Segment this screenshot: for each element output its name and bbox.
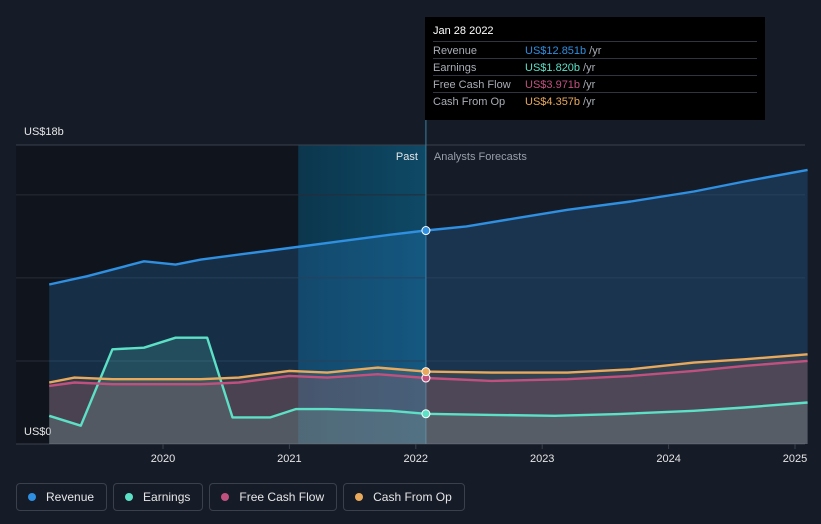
tooltip-unit: /yr [583, 62, 596, 74]
tooltip-panel: Jan 28 2022 Revenue US$12.851b/yr Earnin… [425, 17, 765, 120]
x-tick-label: 2024 [656, 453, 680, 465]
tooltip-value: US$12.851b [525, 45, 587, 57]
series-line [49, 359, 808, 388]
series-point [421, 367, 431, 377]
tooltip-value: US$1.820b [525, 62, 581, 74]
tooltip-unit: /yr [589, 45, 602, 57]
tooltip-unit: /yr [583, 79, 596, 91]
past-label: Past [396, 151, 418, 163]
y-axis-top-label: US$18b [24, 126, 64, 138]
x-tick-label: 2023 [530, 453, 554, 465]
legend-label: Earnings [143, 490, 191, 504]
x-tick-label: 2020 [151, 453, 175, 465]
x-tick-label: 2025 [783, 453, 807, 465]
legend-label: Cash From Op [373, 490, 452, 504]
chart-legend: Revenue Earnings Free Cash Flow Cash Fro… [16, 483, 465, 511]
legend-dot-icon [28, 493, 36, 501]
legend-item-revenue[interactable]: Revenue [16, 483, 108, 511]
x-tick-label: 2022 [404, 453, 428, 465]
legend-item-cash-from-op[interactable]: Cash From Op [343, 483, 465, 511]
tooltip-label: Free Cash Flow [433, 79, 511, 91]
tooltip-row-cash-from-op: Cash From Op US$4.357b/yr [433, 92, 757, 110]
tooltip-label: Revenue [433, 45, 478, 57]
tooltip-label: Earnings [433, 62, 477, 74]
series-area [49, 360, 808, 444]
tooltip-row-free-cash-flow: Free Cash Flow US$3.971b/yr [433, 75, 757, 93]
x-tick-label: 2021 [277, 453, 301, 465]
tooltip-value: US$4.357b [525, 96, 581, 108]
tooltip-value: US$3.971b [525, 79, 581, 91]
tooltip-row-earnings: Earnings US$1.820b/yr [433, 58, 757, 76]
legend-dot-icon [221, 493, 230, 501]
legend-dot-icon [355, 493, 364, 501]
tooltip-date: Jan 28 2022 [433, 25, 494, 37]
y-axis-bottom-label: US$0 [24, 426, 52, 438]
series-line [48, 168, 808, 286]
series-line [48, 353, 808, 384]
series-line [48, 336, 808, 427]
forecast-label: Analysts Forecasts [434, 151, 527, 163]
tooltip-label: Cash From Op [433, 96, 506, 108]
legend-dot-icon [125, 493, 134, 501]
tooltip-unit: /yr [583, 96, 596, 108]
legend-item-earnings[interactable]: Earnings [113, 483, 204, 511]
legend-label: Revenue [46, 490, 95, 504]
series-point [421, 409, 431, 419]
legend-label: Free Cash Flow [239, 490, 325, 504]
tooltip-row-revenue: Revenue US$12.851b/yr [433, 41, 757, 59]
legend-item-free-cash-flow[interactable]: Free Cash Flow [209, 483, 338, 511]
series-point [421, 226, 431, 236]
